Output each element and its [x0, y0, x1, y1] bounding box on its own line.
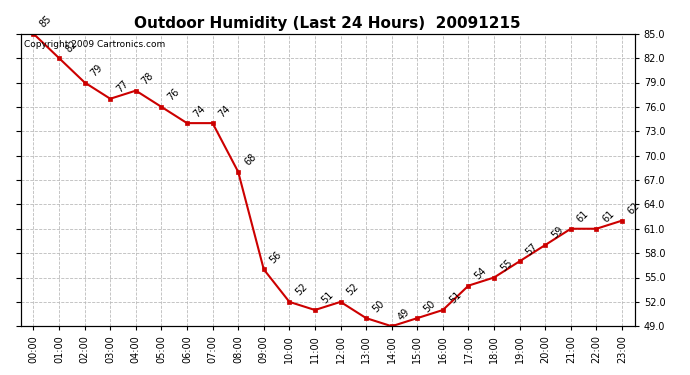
Text: 59: 59 — [549, 225, 565, 241]
Text: 56: 56 — [268, 249, 284, 265]
Text: 79: 79 — [89, 63, 105, 78]
Title: Outdoor Humidity (Last 24 Hours)  20091215: Outdoor Humidity (Last 24 Hours) 2009121… — [135, 16, 521, 31]
Text: 76: 76 — [166, 87, 181, 103]
Text: 55: 55 — [498, 257, 514, 273]
Text: Copyright 2009 Cartronics.com: Copyright 2009 Cartronics.com — [23, 40, 165, 49]
Text: 51: 51 — [319, 290, 335, 306]
Text: 68: 68 — [242, 152, 258, 168]
Text: 74: 74 — [191, 103, 207, 119]
Text: 52: 52 — [345, 282, 361, 298]
Text: 54: 54 — [473, 266, 489, 282]
Text: 78: 78 — [140, 70, 156, 87]
Text: 74: 74 — [217, 103, 233, 119]
Text: 62: 62 — [626, 201, 642, 216]
Text: 49: 49 — [396, 306, 412, 322]
Text: 61: 61 — [575, 209, 591, 225]
Text: 77: 77 — [115, 79, 130, 94]
Text: 51: 51 — [447, 290, 463, 306]
Text: 82: 82 — [63, 38, 79, 54]
Text: 57: 57 — [524, 241, 540, 257]
Text: 52: 52 — [293, 282, 309, 298]
Text: 50: 50 — [422, 298, 437, 314]
Text: 50: 50 — [371, 298, 386, 314]
Text: 85: 85 — [38, 14, 54, 30]
Text: 61: 61 — [600, 209, 616, 225]
